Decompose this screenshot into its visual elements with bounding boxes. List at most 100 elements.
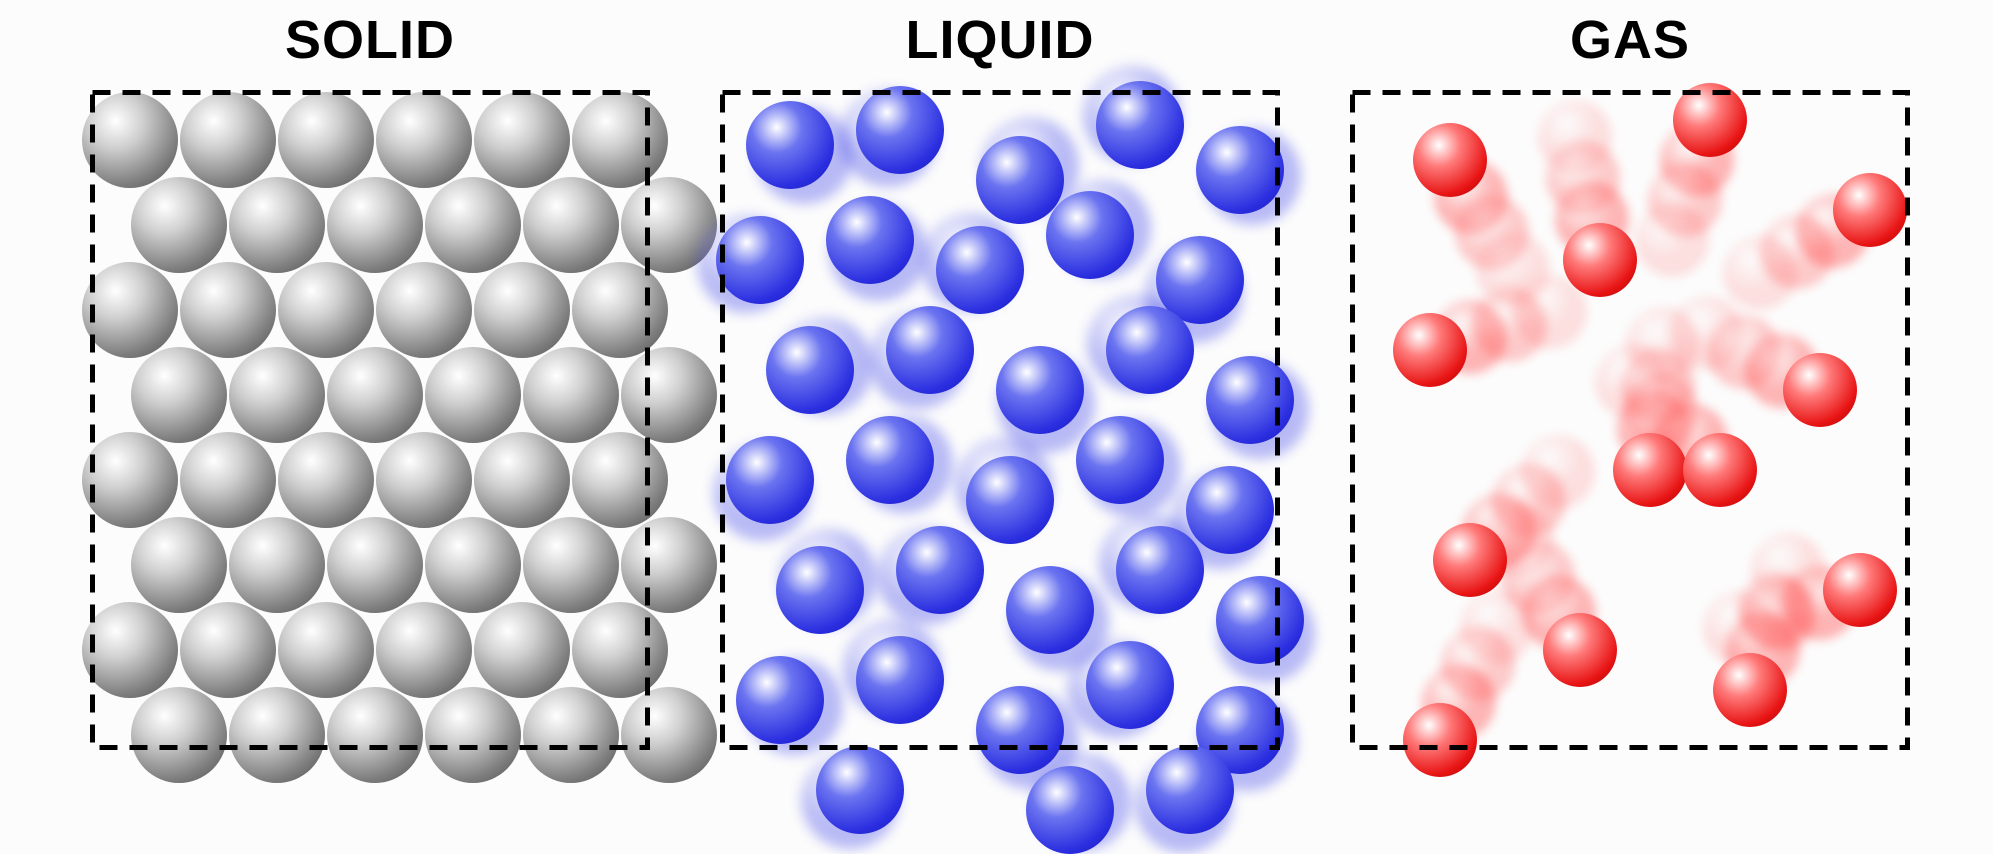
particle [474,432,570,528]
particle-ghost [1738,573,1812,647]
particle [726,436,814,524]
particle [1196,686,1284,774]
particle-ghost [1621,349,1695,423]
particle-ghost [1626,307,1700,381]
particle [180,92,276,188]
particle-ghost [1492,464,1566,538]
particle [278,602,374,698]
particle [1186,466,1274,554]
particle-ghost [869,311,967,409]
particle-ghost [829,203,927,301]
particle [131,177,227,273]
particle-ghost [1476,233,1550,307]
particle [1543,613,1617,687]
particle [327,517,423,613]
particle-ghost [1743,578,1817,652]
title-liquid: LIQUID [720,10,1280,80]
particle-ghost [1745,334,1819,408]
particle-ghost [1501,540,1575,614]
panel-solid: SOLID [90,10,650,800]
particle [1106,306,1194,394]
particle-ghost [921,213,1019,311]
particle [1046,191,1134,279]
particle [621,687,717,783]
particle-ghost [775,317,873,415]
particle [746,101,834,189]
particle [716,216,804,304]
particle [1146,746,1234,834]
particle-ghost [1011,573,1109,671]
particle [131,517,227,613]
particle-ghost [779,529,877,627]
particle [1076,416,1164,504]
particle [856,636,944,724]
particle [425,517,521,613]
particle-ghost [1033,753,1131,851]
particle [896,526,984,614]
particle [996,346,1084,434]
title-gas: GAS [1350,10,1910,80]
particle-ghost [1087,295,1185,393]
particle-ghost [1654,404,1728,478]
particle-ghost [855,415,953,513]
particle [82,432,178,528]
particle-ghost [1422,665,1496,739]
particle [523,177,619,273]
title-solid: SOLID [90,10,650,80]
particle-ghost [1433,300,1507,374]
particle [1613,433,1687,507]
particle-ghost [981,117,1079,215]
particle-ghost [1723,236,1797,310]
particle-ghost [755,106,853,204]
particle-ghost [1135,755,1233,853]
particle-ghost [1707,315,1781,389]
particle [1116,526,1204,614]
particle [1196,126,1284,214]
particle [1096,81,1184,169]
particle [229,517,325,613]
particle-ghost [697,215,795,313]
particle-ghost [1083,419,1181,517]
particle [1026,766,1114,854]
particle [1563,223,1637,297]
frame-gas [1350,90,1910,750]
particle [572,432,668,528]
particle-ghost [1703,591,1777,665]
particles-gas [1350,90,1910,750]
particle-ghost [839,89,937,187]
particle [376,92,472,188]
particle [474,602,570,698]
particle-ghost [1513,275,1587,349]
particle [621,177,717,273]
particle [1206,356,1294,444]
particle [621,347,717,443]
particle [327,347,423,443]
particle [425,347,521,443]
particles-solid [90,90,650,750]
particle [936,226,1024,314]
particle [229,347,325,443]
particle [976,686,1064,774]
particle [82,92,178,188]
particle [1683,433,1757,507]
particle [976,136,1064,224]
particle-ghost [1480,503,1554,577]
particle [229,177,325,273]
particle [180,602,276,698]
particle [621,517,717,613]
panel-gas: GAS [1350,10,1910,800]
particle-ghost [1726,613,1800,687]
frame-liquid [720,90,1280,750]
particle [82,602,178,698]
particle [474,262,570,358]
particle [1833,173,1907,247]
particle [816,746,904,834]
particle-ghost [1053,180,1151,278]
particle [523,347,619,443]
particle [376,432,472,528]
particle-ghost [1203,127,1301,225]
particle [278,262,374,358]
particle [327,687,423,783]
particle [572,262,668,358]
particle-ghost [1099,513,1197,611]
